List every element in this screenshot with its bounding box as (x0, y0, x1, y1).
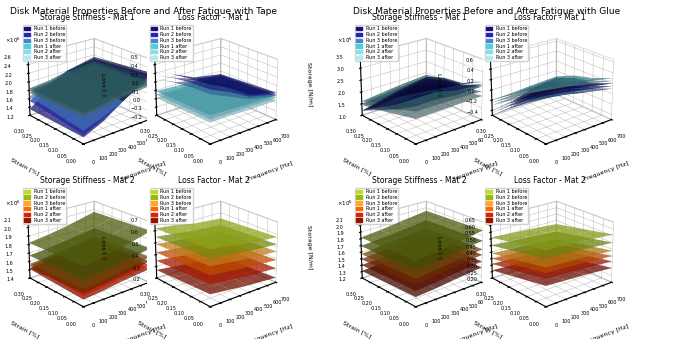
Title: Storage Stiffness - Mat 1: Storage Stiffness - Mat 1 (40, 13, 135, 22)
X-axis label: Frequency [Hz]: Frequency [Hz] (121, 161, 166, 182)
Legend: Run 1 before, Run 2 before, Run 3 before, Run 1 after, Run 2 after, Run 3 after: Run 1 before, Run 2 before, Run 3 before… (23, 25, 66, 61)
Title: Loss Factor - Mat 1: Loss Factor - Mat 1 (514, 13, 586, 22)
Text: Disk Material Properties Before and After Fatigue with Glue: Disk Material Properties Before and Afte… (353, 7, 620, 16)
Y-axis label: Strain [%]: Strain [%] (342, 319, 373, 339)
Legend: Run 1 before, Run 2 before, Run 3 before, Run 1 after, Run 2 after, Run 3 after: Run 1 before, Run 2 before, Run 3 before… (150, 25, 192, 61)
Y-axis label: Strain [%]: Strain [%] (10, 319, 40, 339)
Legend: Run 1 before, Run 2 before, Run 3 before, Run 1 after, Run 2 after, Run 3 after: Run 1 before, Run 2 before, Run 3 before… (486, 188, 528, 224)
Legend: Run 1 before, Run 2 before, Run 3 before, Run 1 after, Run 2 after, Run 3 after: Run 1 before, Run 2 before, Run 3 before… (356, 25, 398, 61)
X-axis label: Frequency [Hz]: Frequency [Hz] (583, 161, 629, 182)
X-axis label: Frequency [Hz]: Frequency [Hz] (247, 161, 293, 182)
Text: Disk Material Properties Before and After Fatigue with Tape: Disk Material Properties Before and Afte… (10, 7, 277, 16)
Title: Storage Stiffness - Mat 1: Storage Stiffness - Mat 1 (372, 13, 467, 22)
Text: $\times10^6$: $\times10^6$ (337, 199, 353, 208)
Title: Storage Stiffness - Mat 2: Storage Stiffness - Mat 2 (40, 176, 135, 185)
X-axis label: Frequency [Hz]: Frequency [Hz] (247, 323, 293, 339)
Title: Loss Factor - Mat 2: Loss Factor - Mat 2 (178, 176, 250, 185)
X-axis label: Frequency [Hz]: Frequency [Hz] (583, 323, 629, 339)
Legend: Run 1 before, Run 2 before, Run 3 before, Run 1 after, Run 2 after, Run 3 after: Run 1 before, Run 2 before, Run 3 before… (486, 25, 528, 61)
Title: Loss Factor - Mat 2: Loss Factor - Mat 2 (514, 176, 586, 185)
Y-axis label: Strain [%]: Strain [%] (137, 319, 167, 339)
X-axis label: Frequency [Hz]: Frequency [Hz] (121, 323, 166, 339)
X-axis label: Frequency [Hz]: Frequency [Hz] (453, 161, 499, 182)
X-axis label: Frequency [Hz]: Frequency [Hz] (453, 323, 499, 339)
Y-axis label: Strain [%]: Strain [%] (10, 157, 40, 176)
Title: Storage Stiffness - Mat 2: Storage Stiffness - Mat 2 (372, 176, 467, 185)
Legend: Run 1 before, Run 2 before, Run 3 before, Run 1 after, Run 2 after, Run 3 after: Run 1 before, Run 2 before, Run 3 before… (356, 188, 398, 224)
Text: $\times10^6$: $\times10^6$ (5, 199, 21, 208)
Text: $\times10^6$: $\times10^6$ (337, 36, 353, 45)
Legend: Run 1 before, Run 2 before, Run 3 before, Run 1 after, Run 2 after, Run 3 after: Run 1 before, Run 2 before, Run 3 before… (23, 188, 66, 224)
Title: Loss Factor - Mat 1: Loss Factor - Mat 1 (178, 13, 250, 22)
Y-axis label: Strain [%]: Strain [%] (473, 319, 503, 339)
Y-axis label: Strain [%]: Strain [%] (137, 157, 167, 176)
Y-axis label: Strain [%]: Strain [%] (473, 157, 503, 176)
Y-axis label: Strain [%]: Strain [%] (342, 157, 373, 176)
Text: $\times10^6$: $\times10^6$ (5, 36, 21, 45)
Legend: Run 1 before, Run 2 before, Run 3 before, Run 1 after, Run 2 after, Run 3 after: Run 1 before, Run 2 before, Run 3 before… (150, 188, 192, 224)
